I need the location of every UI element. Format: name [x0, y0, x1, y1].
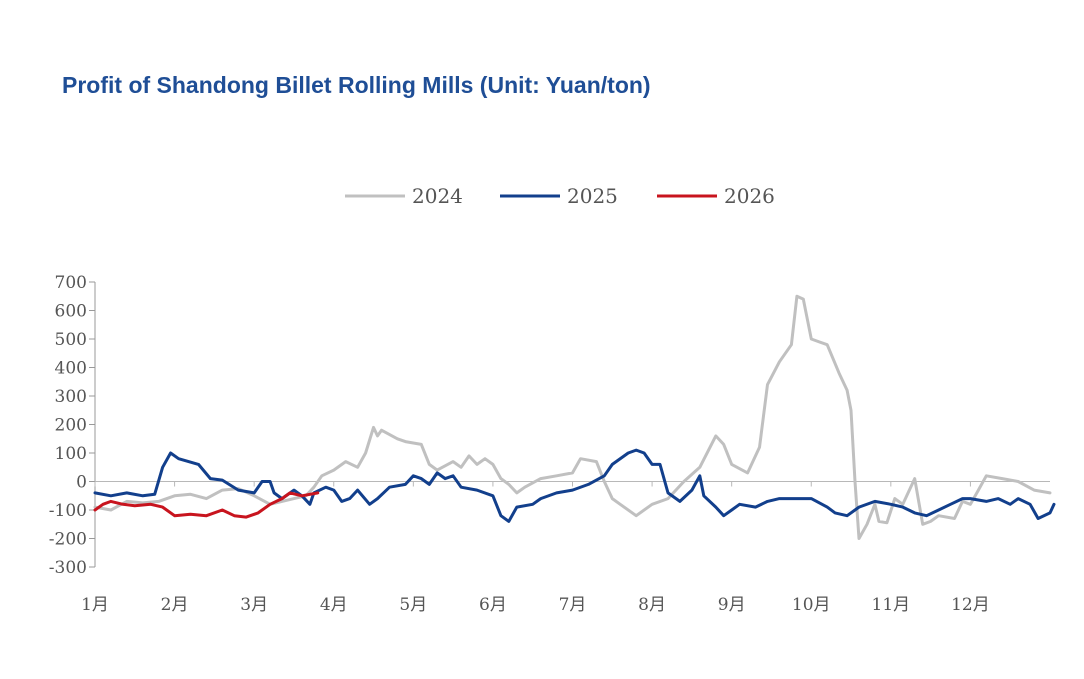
- legend-label-2024: 2024: [412, 184, 463, 208]
- y-tick-label: 500: [55, 330, 87, 350]
- x-tick-label: 12月: [951, 595, 990, 615]
- y-tick-label: -100: [49, 501, 87, 521]
- x-tick-label: 6月: [479, 595, 507, 615]
- y-tick-label: -300: [49, 558, 87, 578]
- x-tick-label: 3月: [240, 595, 268, 615]
- y-tick-label: 700: [55, 273, 87, 293]
- x-tick-label: 1月: [81, 595, 109, 615]
- legend-label-2026: 2026: [724, 184, 775, 208]
- x-tick-label: 5月: [399, 595, 427, 615]
- y-tick-label: 0: [76, 473, 87, 493]
- legend-label-2025: 2025: [567, 184, 618, 208]
- x-tick-label: 2月: [161, 595, 189, 615]
- series-line-2024: [93, 294, 1052, 540]
- x-tick-label: 7月: [559, 595, 587, 615]
- x-axis: 1月 2月 3月 4月 5月 6月 7月 8月 9月 10月 11月 12月: [81, 481, 1050, 615]
- y-tick-label: 200: [55, 416, 87, 436]
- legend: 2024 2025 2026: [345, 184, 775, 208]
- series-line-2025: [93, 448, 1056, 523]
- plot-area: [93, 294, 1056, 540]
- x-tick-label: 10月: [792, 595, 831, 615]
- x-tick-label: 4月: [320, 595, 348, 615]
- y-tick-label: 100: [55, 444, 87, 464]
- series-line-2026: [93, 491, 320, 519]
- y-axis: 700 600 500 400 300 200 100 0 -100 -200 -300: [49, 273, 96, 578]
- y-tick-label: 300: [55, 387, 87, 407]
- chart-title: Profit of Shandong Billet Rolling Mills …: [62, 72, 651, 98]
- x-tick-label: 8月: [638, 595, 666, 615]
- x-tick-label: 11月: [872, 595, 911, 615]
- y-tick-label: 400: [55, 359, 87, 379]
- x-tick-label: 9月: [718, 595, 746, 615]
- y-tick-label: 600: [55, 302, 87, 322]
- y-tick-label: -200: [49, 530, 87, 550]
